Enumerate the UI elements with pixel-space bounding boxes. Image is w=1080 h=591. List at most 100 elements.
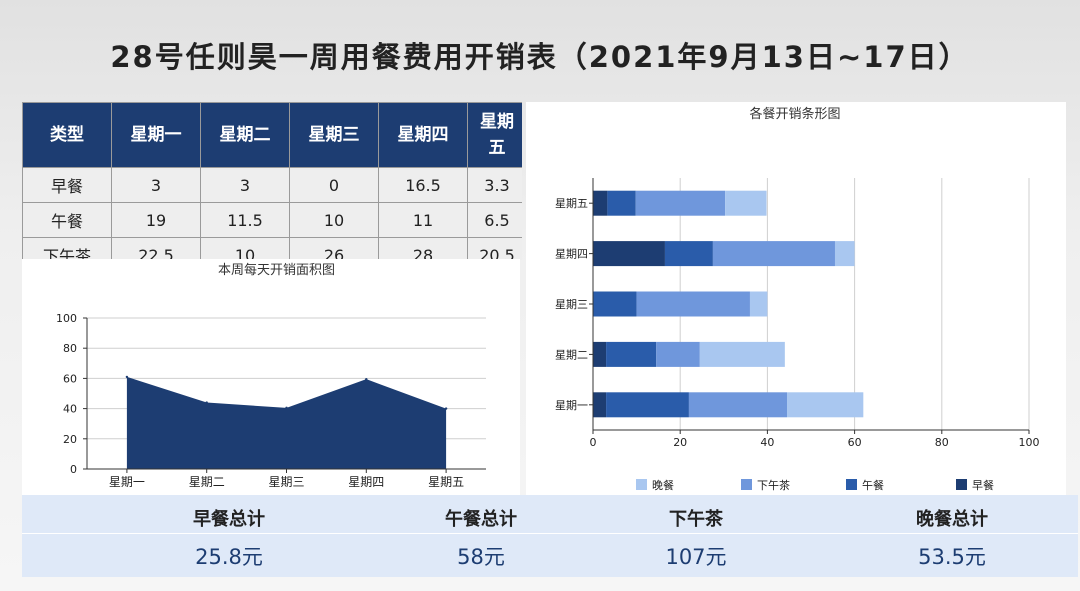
y-tick-label: 20 (63, 433, 77, 446)
summary-value-tea: 107元 (665, 545, 727, 569)
table-cell: 11 (378, 202, 468, 238)
y-tick-label: 40 (63, 403, 77, 416)
x-tick-label: 星期四 (348, 475, 384, 489)
legend-swatch (741, 479, 752, 490)
summary-divider (22, 533, 1078, 534)
y-tick-label: 星期五 (555, 197, 588, 210)
table-cell: 6.5 (467, 202, 522, 238)
bar-segment (593, 190, 608, 216)
summary-value-lunch: 58元 (457, 545, 505, 569)
bar-chart-title: 各餐开销条形图 (749, 106, 840, 122)
area-data-point (205, 401, 208, 404)
table-cell: 28 (378, 237, 468, 260)
bar-segment (593, 392, 607, 418)
bar-segment (593, 291, 637, 317)
x-tick-label: 20 (673, 436, 687, 449)
summary-label-lunch: 午餐总计 (445, 509, 517, 530)
header-cell-fri: 星期五 (467, 102, 522, 168)
header-cell-mon: 星期一 (111, 102, 201, 168)
table-cell: 下午茶 (22, 237, 112, 260)
bar-segment (712, 241, 835, 267)
table-cell: 3.3 (467, 167, 522, 203)
legend-swatch (636, 479, 647, 490)
legend-swatch (956, 479, 967, 490)
expense-table: 类型 星期一 星期二 星期三 星期四 星期五 早餐 3 3 0 16.5 3.3… (22, 102, 522, 260)
table-cell: 3 (111, 167, 201, 203)
x-tick-label: 星期一 (109, 475, 145, 489)
legend-label: 下午茶 (757, 479, 790, 492)
legend-label: 早餐 (972, 478, 994, 492)
table-cell: 午餐 (22, 202, 112, 238)
y-tick-label: 星期一 (555, 399, 588, 412)
bar-segment (656, 341, 700, 367)
table-row: 下午茶 22.5 10 26 28 20.5 (22, 237, 522, 260)
table-cell: 0 (289, 167, 379, 203)
header-cell-type: 类型 (22, 102, 112, 168)
y-tick-label: 100 (56, 312, 77, 325)
summary-label-dinner: 晚餐总计 (916, 509, 988, 530)
area-series-shape (126, 376, 447, 469)
expense-table-wrapper: 类型 星期一 星期二 星期三 星期四 星期五 早餐 3 3 0 16.5 3.3… (22, 102, 522, 260)
bar-segment (636, 291, 750, 317)
summary-panel: 早餐总计 25.8元 午餐总计 58元 下午茶 107元 晚餐总计 53.5元 (22, 495, 1078, 577)
summary-label-breakfast: 早餐总计 (193, 509, 265, 530)
area-data-point (125, 375, 129, 379)
table-cell: 22.5 (111, 237, 201, 260)
legend-label: 午餐 (862, 478, 884, 492)
y-tick-label: 60 (63, 372, 77, 385)
y-tick-label: 80 (63, 342, 77, 355)
bar-segment (664, 241, 713, 267)
x-tick-label: 80 (935, 436, 949, 449)
area-data-point (285, 406, 288, 410)
area-chart: 本周每天开销面积图 0 20 40 60 80 100 星期一 星期二 星期三 星期四 星期五 (56, 262, 486, 489)
area-data-point (365, 377, 368, 381)
y-tick-label: 星期四 (555, 248, 588, 261)
bar-segment (606, 341, 657, 367)
bar-segment (606, 392, 689, 418)
bar-segment (607, 190, 636, 216)
bar-segment (834, 241, 855, 267)
bar-segment (593, 241, 665, 267)
bar-segment (749, 291, 768, 317)
x-tick-label: 星期五 (428, 475, 464, 489)
x-tick-label: 60 (848, 436, 862, 449)
y-tick-label: 星期二 (555, 348, 588, 361)
x-tick-label: 100 (1019, 436, 1040, 449)
page-title: 28号任则昊一周用餐费用开销表（2021年9月13日~17日） (110, 40, 970, 74)
x-tick-label: 0 (590, 436, 597, 449)
x-tick-label: 40 (760, 436, 774, 449)
header-cell-wed: 星期三 (289, 102, 379, 168)
area-chart-card: 本周每天开销面积图 0 20 40 60 80 100 星期一 星期二 星期三 星期四 星期五 (22, 259, 520, 495)
y-tick-label: 星期三 (555, 298, 588, 311)
table-cell: 26 (289, 237, 379, 260)
table-row: 午餐 19 11.5 10 11 6.5 (22, 202, 522, 238)
bar-chart-card: 各餐开销条形图 0 20 40 60 80 100 星期一 星期二 星期三 星期四 星期五晚餐 下午茶 午… (526, 102, 1066, 495)
summary-label-tea: 下午茶 (669, 509, 723, 530)
header-cell-tue: 星期二 (200, 102, 290, 168)
bar-segment (725, 190, 767, 216)
table-cell: 10 (200, 237, 290, 260)
area-chart-title: 本周每天开销面积图 (218, 262, 335, 278)
table-cell: 20.5 (467, 237, 522, 260)
table-cell: 16.5 (378, 167, 468, 203)
header-cell-thu: 星期四 (378, 102, 468, 168)
table-cell: 19 (111, 202, 201, 238)
y-tick-label: 0 (70, 463, 77, 476)
table-header-row: 类型 星期一 星期二 星期三 星期四 星期五 (22, 102, 522, 168)
table-cell: 10 (289, 202, 379, 238)
bar-segment (699, 341, 785, 367)
x-tick-label: 星期二 (189, 475, 225, 489)
table-cell: 11.5 (200, 202, 290, 238)
bar-segment (688, 392, 788, 418)
legend-label: 晚餐 (652, 478, 674, 492)
bar-segment (787, 392, 864, 418)
summary-value-dinner: 53.5元 (918, 545, 986, 569)
x-tick-label: 星期三 (268, 475, 304, 489)
bar-segment (635, 190, 726, 216)
table-cell: 3 (200, 167, 290, 203)
summary-value-breakfast: 25.8元 (195, 545, 263, 569)
table-cell: 早餐 (22, 167, 112, 203)
bar-segment (593, 341, 607, 367)
area-data-point (444, 407, 448, 410)
